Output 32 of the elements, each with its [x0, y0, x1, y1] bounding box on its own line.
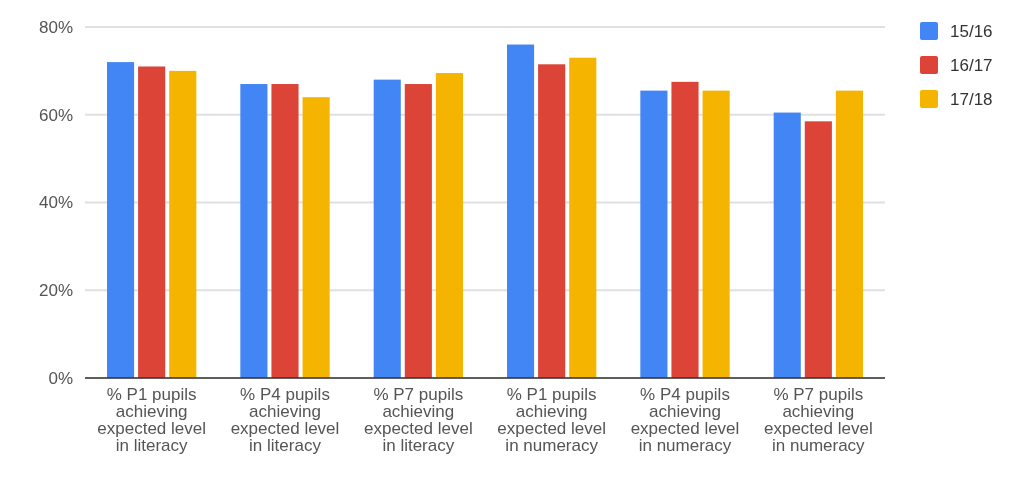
y-tick-label: 40%: [38, 193, 73, 213]
bar: [773, 112, 801, 378]
y-tick-label: 80%: [38, 17, 73, 37]
x-tick-label: % P1 pupils achieving expected level in literacy: [97, 385, 207, 455]
legend-label: 16/17: [950, 56, 993, 75]
x-tick-label: % P4 pupils achieving expected level in numeracy: [630, 385, 740, 455]
legend-label: 17/18: [950, 90, 993, 109]
bar: [138, 66, 166, 378]
bar: [569, 57, 597, 378]
bar: [835, 90, 863, 378]
bar: [169, 70, 197, 378]
bar: [804, 121, 832, 378]
y-tick-label: 60%: [38, 105, 73, 125]
bar: [404, 84, 432, 378]
bar: [302, 97, 330, 378]
bar: [373, 79, 401, 378]
bar: [507, 44, 535, 378]
x-tick-label: % P7 pupils achieving expected level in numeracy: [763, 385, 873, 455]
bar: [671, 81, 699, 378]
bar: [107, 62, 135, 378]
bar: [702, 90, 730, 378]
legend-label: 15/16: [950, 22, 993, 41]
x-tick-label: % P4 pupils achieving expected level in literacy: [230, 385, 340, 455]
bar: [640, 90, 668, 378]
y-tick-label: 0%: [48, 368, 73, 388]
bar: [271, 84, 299, 378]
bar: [435, 73, 463, 378]
bar: [538, 64, 566, 378]
y-tick-label: 20%: [38, 281, 73, 301]
x-tick-label: % P7 pupils achieving expected level in literacy: [363, 385, 473, 455]
bar: [240, 84, 268, 378]
x-tick-label: % P1 pupils achieving expected level in numeracy: [497, 385, 607, 455]
